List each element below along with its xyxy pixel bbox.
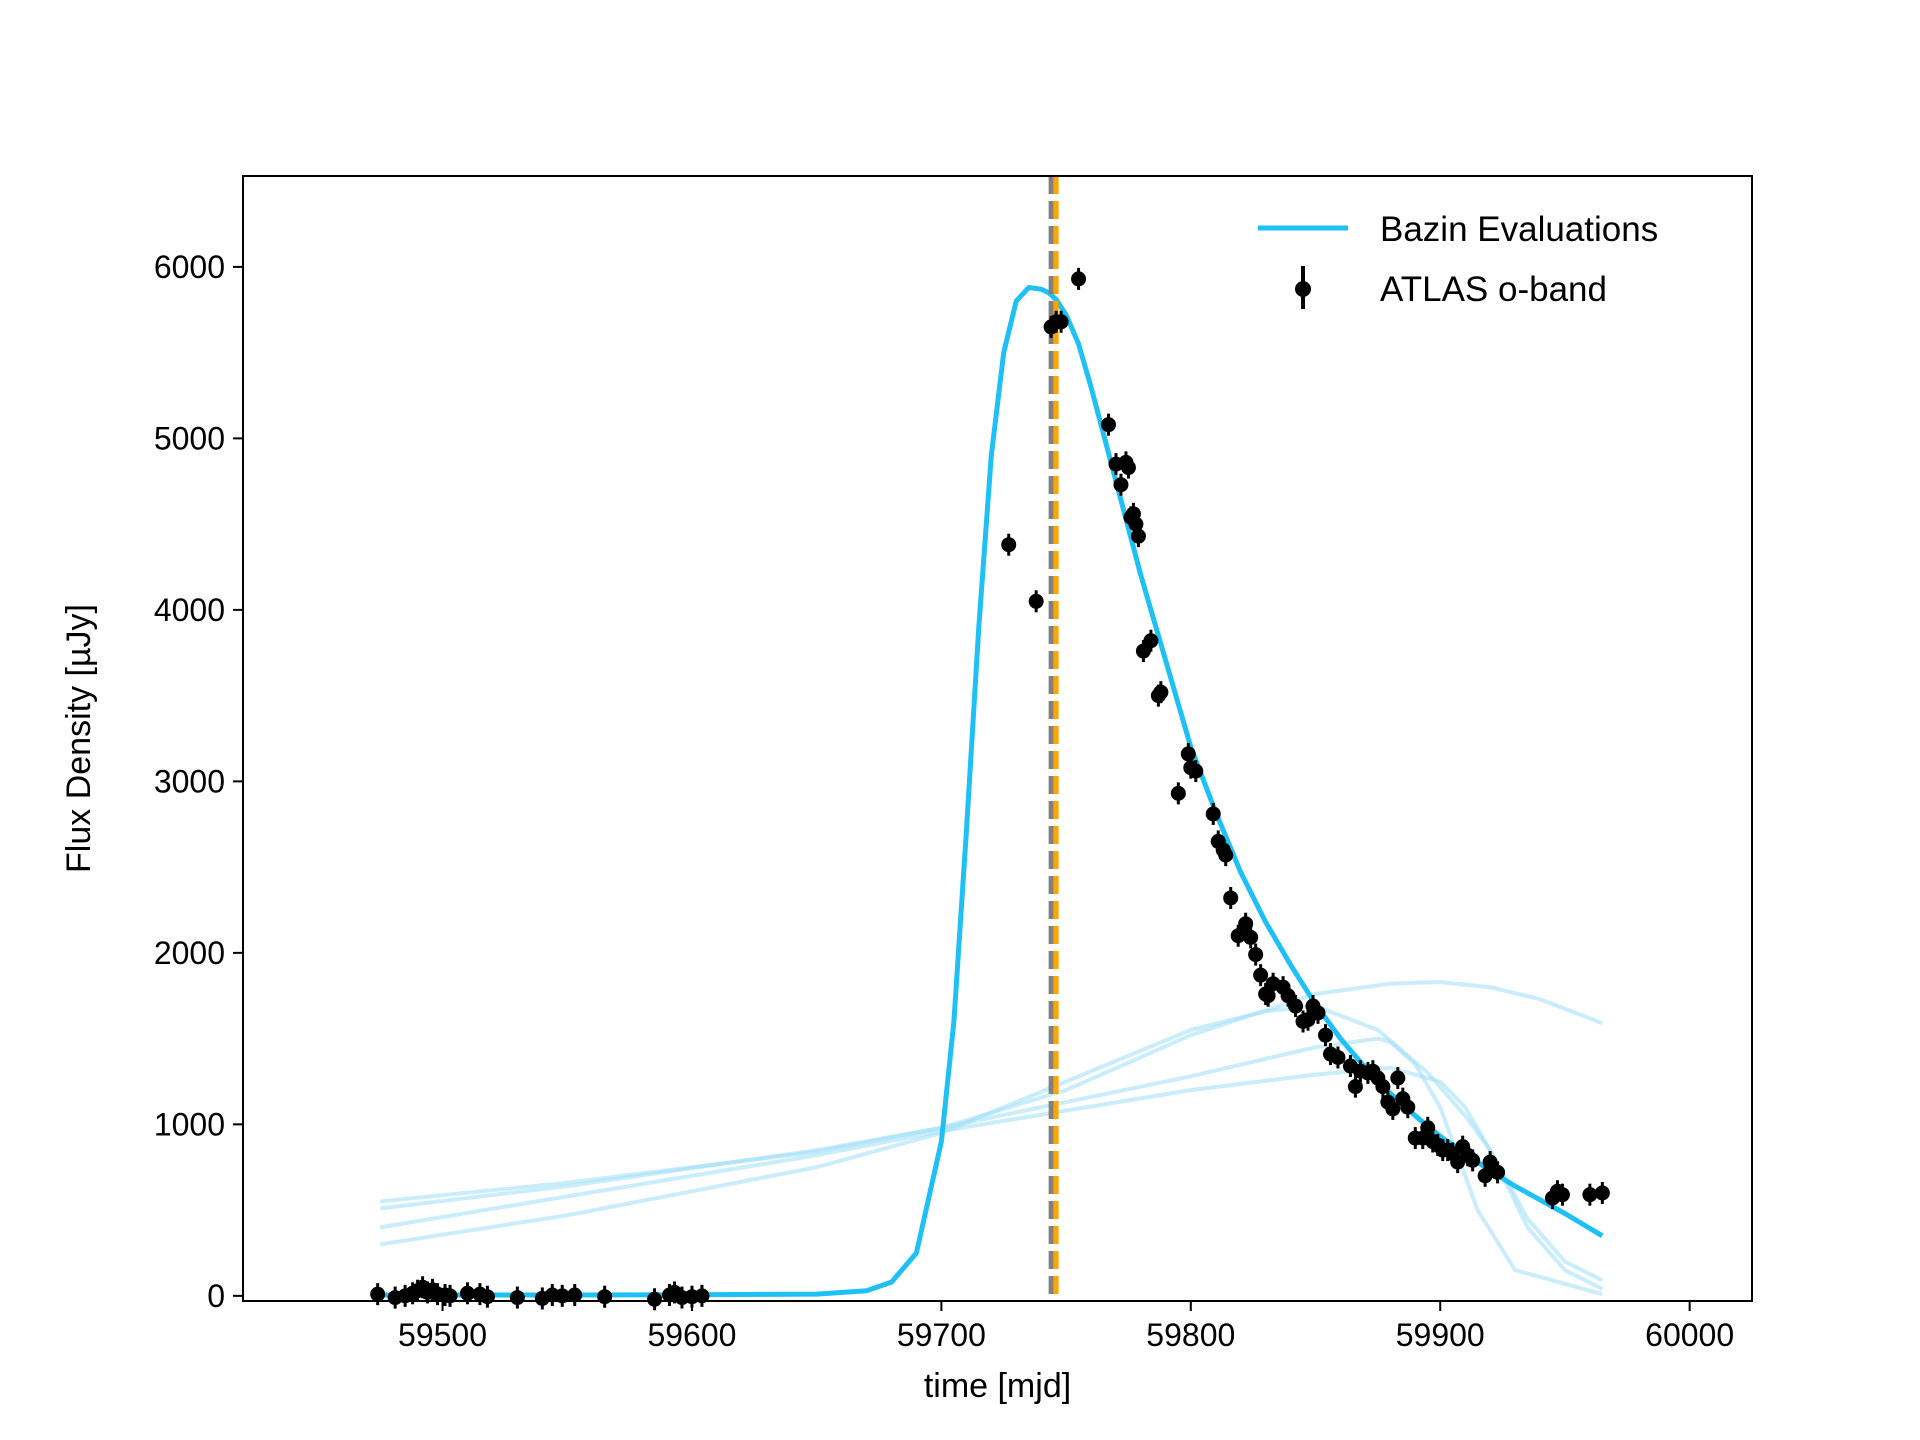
y-tick-label: 5000 [154, 420, 225, 456]
data-point [509, 1290, 525, 1306]
bazin-evaluations-line-group [380, 285, 1604, 1298]
data-point [1288, 998, 1304, 1014]
data-point [1400, 1099, 1416, 1115]
y-tick-label: 6000 [154, 249, 225, 285]
data-point [1375, 1079, 1391, 1095]
data-point [1120, 460, 1136, 476]
x-tick-label: 59500 [398, 1317, 487, 1353]
data-point [1230, 928, 1246, 944]
plot-area [242, 175, 1753, 1302]
data-point [1310, 1005, 1326, 1021]
y-tick-label: 3000 [154, 763, 225, 799]
data-point [1113, 477, 1129, 493]
x-tick-label: 59900 [1396, 1317, 1485, 1353]
atlas-o-band-points [370, 267, 1610, 1311]
data-point [1001, 537, 1017, 553]
data-point [1143, 633, 1159, 649]
x-tick-label: 59700 [897, 1317, 986, 1353]
data-point [1180, 746, 1196, 762]
data-point [1594, 1185, 1610, 1201]
data-point [1253, 967, 1269, 983]
x-tick-label: 59600 [647, 1317, 736, 1353]
data-point [1465, 1152, 1481, 1168]
data-point [694, 1288, 710, 1304]
y-axis-ticks: 0 1000 2000 3000 4000 5000 6000 [154, 249, 243, 1314]
legend: Bazin Evaluations ATLAS o-band [1258, 210, 1658, 309]
data-point [1248, 947, 1264, 963]
data-point [1223, 890, 1239, 906]
data-point [1582, 1187, 1598, 1203]
data-point [459, 1285, 475, 1301]
data-point [1071, 271, 1087, 287]
data-point [1053, 314, 1069, 330]
data-point [1205, 806, 1221, 822]
data-point [1317, 1027, 1333, 1043]
data-point [567, 1287, 583, 1303]
faint-bazin-curve-2 [379, 1065, 1604, 1291]
x-axis-ticks: 59500 59600 59700 59800 59900 60000 [398, 1301, 1734, 1353]
data-point [1153, 684, 1169, 700]
data-point [1330, 1049, 1346, 1065]
legend-atlas-marker [1295, 281, 1311, 297]
data-point [1188, 763, 1204, 779]
data-point [1390, 1070, 1406, 1086]
data-point [1100, 417, 1116, 433]
data-point [370, 1286, 386, 1302]
y-axis-label: Flux Density [µJy] [60, 604, 98, 873]
data-point [1280, 988, 1296, 1004]
x-tick-label: 59800 [1146, 1317, 1235, 1353]
y-tick-label: 4000 [154, 592, 225, 628]
bazin-evaluations-line [380, 285, 1604, 1298]
data-point [1130, 528, 1146, 544]
data-point [1554, 1187, 1570, 1203]
data-point [1490, 1164, 1506, 1180]
x-axis-label: time [mjd] [924, 1367, 1071, 1405]
faint-bazin-curve-4 [379, 980, 1604, 1204]
data-point [647, 1291, 663, 1307]
peak-time-markers [1048, 176, 1059, 1301]
data-point [1028, 593, 1044, 609]
data-point [554, 1288, 570, 1304]
data-point [442, 1288, 458, 1304]
data-point [1482, 1154, 1498, 1170]
data-point [1243, 929, 1259, 945]
data-point [1170, 785, 1186, 801]
legend-bazin-label: Bazin Evaluations [1380, 210, 1658, 249]
x-tick-label: 60000 [1645, 1317, 1734, 1353]
data-point [1135, 643, 1151, 659]
y-tick-label: 0 [207, 1278, 225, 1314]
y-tick-label: 2000 [154, 935, 225, 971]
data-point [1347, 1079, 1363, 1095]
legend-atlas-label: ATLAS o-band [1380, 270, 1607, 309]
y-tick-label: 1000 [154, 1106, 225, 1142]
data-point [1218, 847, 1234, 863]
data-point [1385, 1101, 1401, 1117]
